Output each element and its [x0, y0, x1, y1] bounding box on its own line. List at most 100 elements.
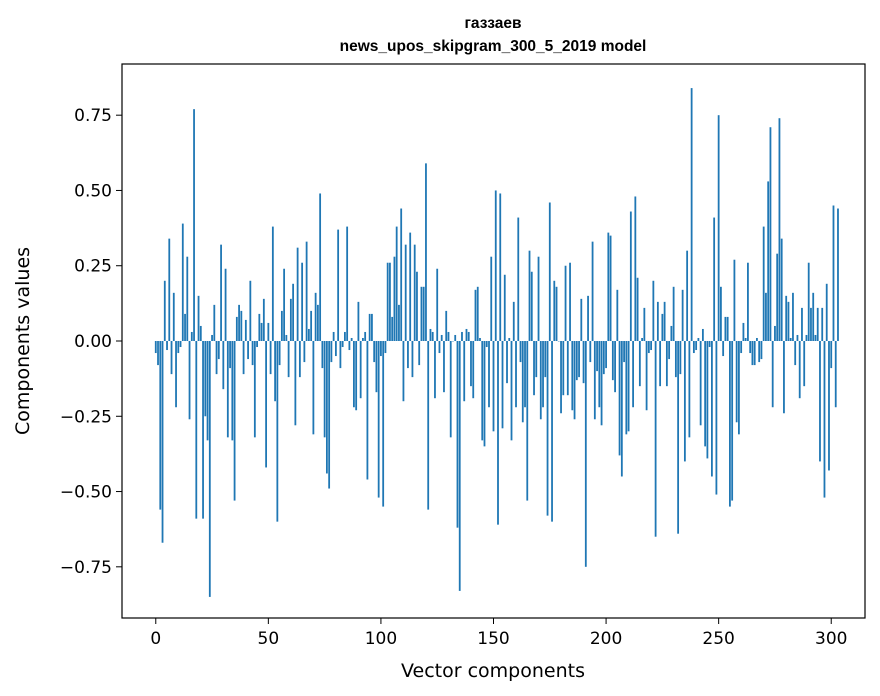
bar-102	[384, 341, 387, 354]
x-tick-label: 200	[590, 629, 622, 649]
bar-286	[798, 341, 801, 399]
bar-182	[564, 265, 567, 341]
bar-39	[242, 341, 245, 375]
bar-8	[172, 292, 175, 341]
bar-248	[713, 217, 716, 341]
bar-146	[483, 341, 486, 447]
bar-238	[690, 88, 693, 341]
y-tick-label: 0.75	[74, 106, 112, 126]
bar-210	[627, 341, 630, 432]
bar-40	[244, 319, 247, 341]
bar-124	[434, 341, 436, 399]
bar-131	[449, 341, 452, 438]
bar-166	[528, 250, 531, 341]
bar-0	[154, 341, 157, 354]
bar-196	[596, 341, 598, 372]
bar-128	[443, 341, 445, 393]
bar-116	[416, 271, 418, 341]
bar-162	[519, 341, 522, 363]
bar-295	[819, 341, 821, 462]
bar-112	[407, 341, 409, 369]
bar-122	[429, 328, 432, 341]
bar-254	[726, 316, 729, 341]
bar-191	[584, 341, 587, 567]
bar-246	[708, 341, 711, 348]
bar-237	[688, 341, 691, 438]
bar-71	[314, 292, 317, 341]
bar-188	[578, 341, 580, 378]
bar-232	[677, 341, 680, 534]
bar-205	[616, 289, 619, 341]
bar-187	[575, 341, 578, 381]
bar-244	[704, 341, 707, 447]
bar-256	[731, 341, 734, 501]
y-tick-label: 0.00	[74, 332, 112, 352]
bar-201	[607, 232, 610, 341]
bar-239	[692, 341, 695, 354]
bar-69	[310, 310, 313, 341]
bar-106	[393, 256, 396, 341]
bar-62	[294, 341, 297, 426]
bar-259	[738, 341, 740, 435]
bar-86	[348, 341, 351, 351]
bar-195	[593, 341, 596, 420]
bar-51	[269, 341, 272, 375]
bar-236	[686, 250, 689, 341]
bar-163	[521, 341, 524, 423]
bar-18	[195, 341, 198, 519]
bar-190	[582, 341, 585, 384]
bar-294	[816, 307, 819, 341]
bar-136	[461, 331, 463, 341]
bar-42	[249, 280, 252, 341]
bar-228	[668, 341, 671, 360]
bar-234	[681, 289, 684, 341]
bar-208	[623, 341, 625, 363]
bar-264	[749, 341, 752, 354]
bar-139	[467, 331, 470, 341]
chart-title-line-2: news_upos_skipgram_300_5_2019 model	[340, 38, 647, 55]
bar-240	[695, 341, 698, 351]
bar-178	[555, 286, 558, 341]
bar-177	[553, 280, 556, 341]
bar-192	[587, 295, 589, 341]
bar-38	[240, 310, 243, 341]
bar-300	[830, 341, 833, 369]
bar-250	[717, 115, 720, 342]
x-tick-label: 250	[702, 629, 734, 649]
bar-13	[184, 313, 186, 341]
bar-269	[760, 341, 763, 360]
bar-148	[488, 341, 490, 408]
bar-261	[742, 322, 745, 341]
bar-185	[571, 341, 574, 411]
bar-63	[296, 247, 299, 341]
bar-107	[395, 226, 398, 341]
bar-226	[663, 301, 666, 341]
bar-29	[220, 244, 222, 341]
bar-41	[247, 341, 249, 360]
bar-82	[339, 341, 342, 369]
bar-58	[285, 334, 288, 341]
bar-60	[289, 298, 292, 341]
bar-302	[834, 341, 837, 408]
bar-6	[168, 238, 171, 341]
bar-123	[431, 331, 434, 341]
bar-223	[656, 301, 659, 341]
bar-129	[445, 310, 448, 341]
bar-48	[262, 298, 265, 341]
bar-77	[328, 341, 331, 489]
bar-212	[632, 341, 634, 408]
bar-91	[359, 341, 362, 399]
bar-47	[260, 322, 263, 341]
bar-36	[235, 316, 238, 341]
y-tick-label: −0.50	[60, 483, 112, 503]
bar-109	[400, 208, 403, 341]
bar-27	[215, 341, 218, 375]
bar-45	[256, 341, 258, 348]
bar-253	[724, 316, 727, 341]
bar-280	[785, 295, 788, 341]
bar-4	[163, 280, 166, 341]
bar-37	[238, 304, 240, 341]
bar-127	[440, 334, 443, 341]
bar-15	[188, 341, 191, 420]
x-axis-ticks: 0 50 100 150 200 250 300	[150, 618, 847, 649]
